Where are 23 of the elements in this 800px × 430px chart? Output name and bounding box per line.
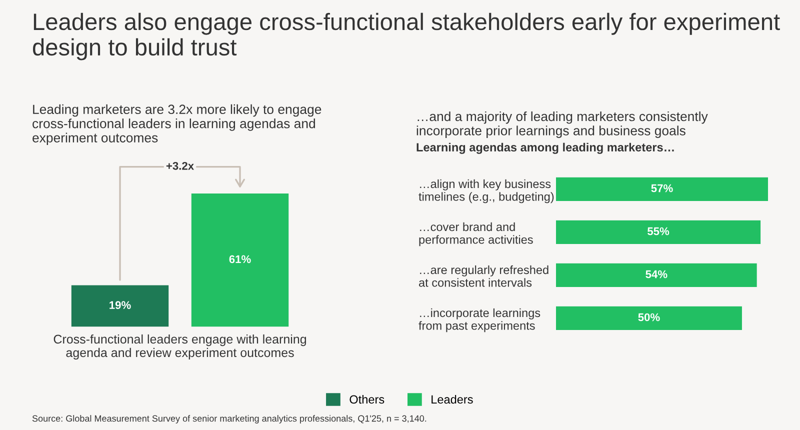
data-label: 57% <box>651 184 673 192</box>
data-label: 55% <box>648 227 670 236</box>
data-label: 19% <box>110 301 131 310</box>
y-tick-label: …incorporate learnings from past experiments <box>418 308 540 332</box>
chart-subtitle: Leading marketers are 3.2x more likely to engage cross-functional leaders in learning agendas and experiment outcomes <box>32 104 322 146</box>
legend-label: Others <box>350 394 384 404</box>
data-label: 54% <box>646 270 668 278</box>
bar <box>556 177 768 202</box>
y-tick-label: …align with key business timelines (e.g., budgeting) <box>418 179 554 204</box>
legend-label: Leaders <box>432 394 473 404</box>
x-axis-title: Cross-functional leaders engage with learning agenda and review experiment outcomes <box>54 334 306 360</box>
bar <box>556 220 761 244</box>
y-tick-label: …are regularly refreshed at consistent intervals <box>419 265 548 287</box>
data-label: 61% <box>229 255 251 264</box>
bar <box>556 263 757 288</box>
chart-subtitle: …and a majority of leading marketers consistently incorporate prior learnings and business goals <box>416 111 708 138</box>
data-label: 50% <box>638 313 660 322</box>
bar <box>556 306 742 330</box>
chart-title: Learning agendas among leading marketers… <box>416 142 674 154</box>
text: Leaders also engage cross-functional stakeholders early for experiment design to build trust <box>32 12 780 60</box>
text: +3.2x <box>166 162 194 170</box>
source-note: Source: Global Measurement Survey of senior marketing analytics professionals, Q1'25, n = 3,140. <box>32 415 426 424</box>
y-tick-label: …cover brand and performance activities <box>419 222 533 246</box>
